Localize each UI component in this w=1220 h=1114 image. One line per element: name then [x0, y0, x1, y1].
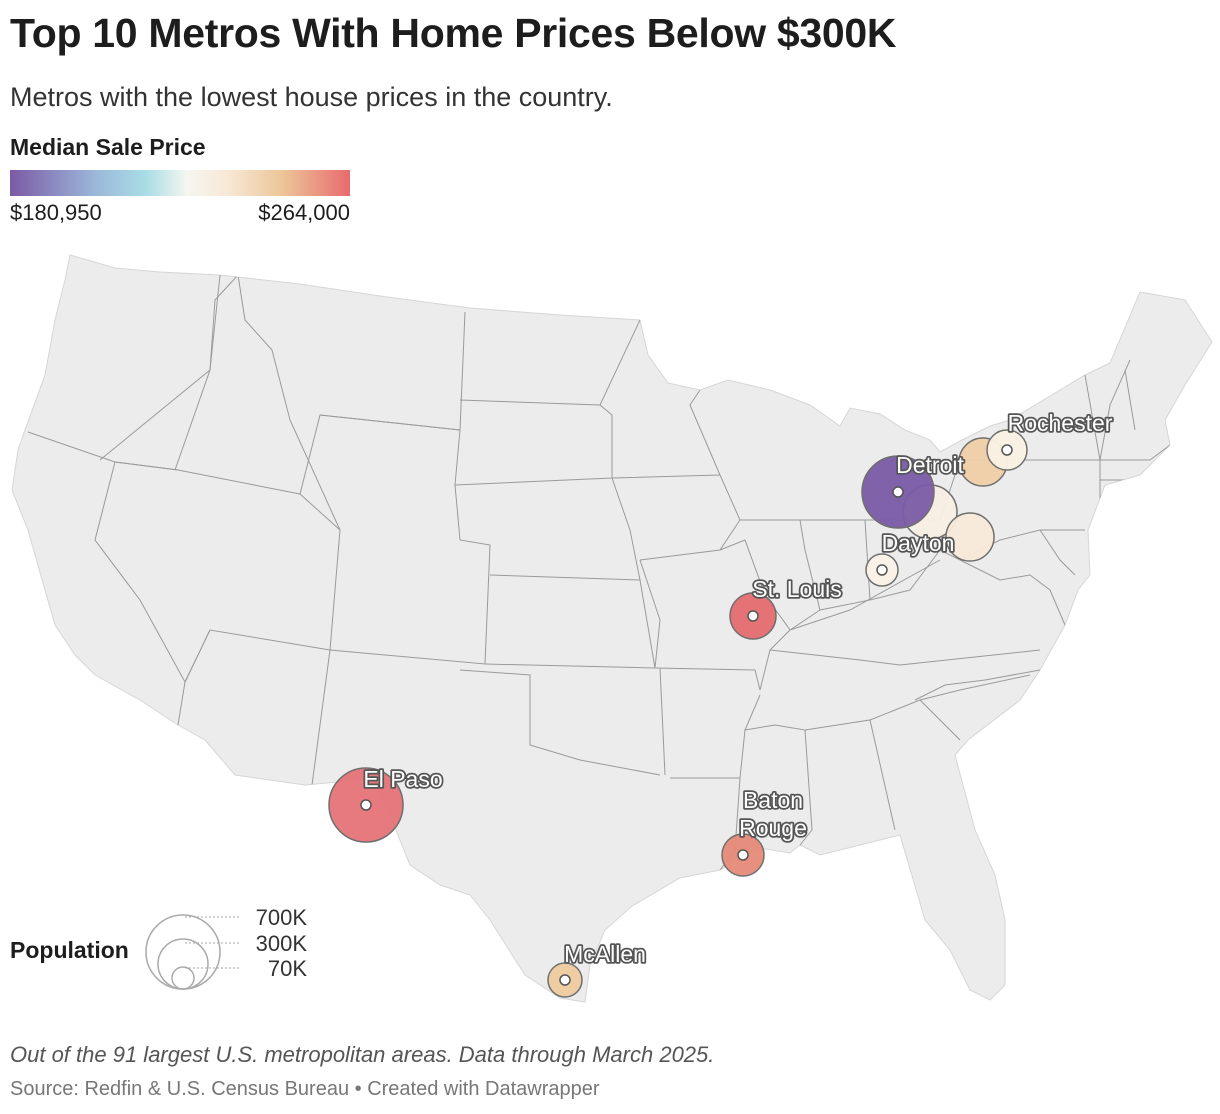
metro-label-el-paso: El Paso	[363, 766, 442, 792]
source-separator: •	[354, 1078, 362, 1100]
state-border	[94, 461, 186, 683]
metro-dot-st-louis	[747, 610, 759, 622]
state-border	[800, 519, 871, 611]
metro-dot-baton-rouge	[737, 849, 749, 861]
metro-labels: Rochester Detroit Dayton St. Louis El Paso Ba…	[362, 408, 1115, 969]
state-border	[959, 559, 1066, 626]
size-legend: 700K 300K 70K	[145, 905, 308, 990]
state-border	[769, 649, 1041, 666]
state-border	[740, 519, 821, 631]
us-map: Rochester Detroit Dayton St. Louis El Paso Ba…	[11, 254, 1213, 1003]
size-legend-title: Population	[10, 937, 129, 963]
metro-dot-mcallen	[559, 974, 571, 986]
state-border	[914, 669, 1041, 701]
state-border	[209, 273, 341, 531]
state-border	[1084, 374, 1101, 461]
state-border	[177, 629, 211, 726]
state-border	[599, 319, 641, 406]
state-border	[659, 667, 666, 776]
metro-bubble-unlabeled[interactable]	[945, 512, 995, 562]
state-border	[329, 429, 491, 665]
size-legend-label-large: 700K	[256, 905, 308, 930]
state-border	[1039, 529, 1076, 576]
state-border	[689, 389, 721, 476]
state-border	[459, 669, 661, 776]
state-border	[789, 559, 941, 631]
metro-label-baton-rouge: Baton Rouge	[739, 787, 807, 841]
chart-subtitle: Metros with the lowest house prices in t…	[10, 82, 613, 112]
state-border	[1100, 444, 1171, 461]
metro-label-mcallen: McAllen	[564, 941, 646, 967]
size-legend-circle-small	[171, 966, 195, 990]
source-text: Source: Redfin & U.S. Census Bureau	[10, 1078, 350, 1100]
color-legend-gradient	[10, 170, 350, 196]
state-border	[209, 274, 221, 371]
state-border	[454, 399, 613, 486]
us-land-outline	[11, 254, 1213, 1003]
color-legend-max-label: $264,000	[258, 200, 350, 225]
metro-label-detroit: Detroit	[896, 452, 964, 478]
footnote: Out of the 91 largest U.S. metropolitan …	[10, 1042, 715, 1067]
metro-label-st-louis: St. Louis	[752, 576, 842, 602]
state-border	[639, 559, 661, 669]
size-legend-label-small: 70K	[268, 956, 307, 981]
state-border	[654, 539, 791, 691]
metro-dot-rochester	[1001, 444, 1013, 456]
size-legend-label-medium: 300K	[256, 931, 308, 956]
metro-dot-dayton	[876, 564, 888, 576]
size-legend-circle-large	[145, 914, 221, 990]
color-legend-min-label: $180,950	[10, 200, 102, 225]
source-line: Source: Redfin & U.S. Census Bureau • Cr…	[10, 1078, 600, 1101]
state-border	[869, 529, 1041, 601]
chart-title: Top 10 Metros With Home Prices Below $30…	[10, 10, 897, 56]
metro-dot-el-paso	[360, 799, 372, 811]
color-legend-title: Median Sale Price	[10, 134, 206, 160]
state-border	[489, 477, 641, 581]
state-border	[919, 674, 1031, 701]
state-border	[1124, 369, 1136, 431]
credit-link[interactable]: Created with Datawrapper	[367, 1078, 600, 1100]
metro-bubbles	[328, 429, 1028, 998]
metro-label-rochester: Rochester	[1008, 410, 1113, 436]
size-legend-circle-medium	[157, 938, 209, 990]
state-border	[299, 493, 341, 651]
state-border	[1099, 359, 1131, 461]
state-border	[319, 311, 466, 431]
state-border	[309, 649, 331, 801]
metro-dot-detroit	[892, 486, 904, 498]
metro-label-dayton: Dayton	[882, 530, 955, 556]
